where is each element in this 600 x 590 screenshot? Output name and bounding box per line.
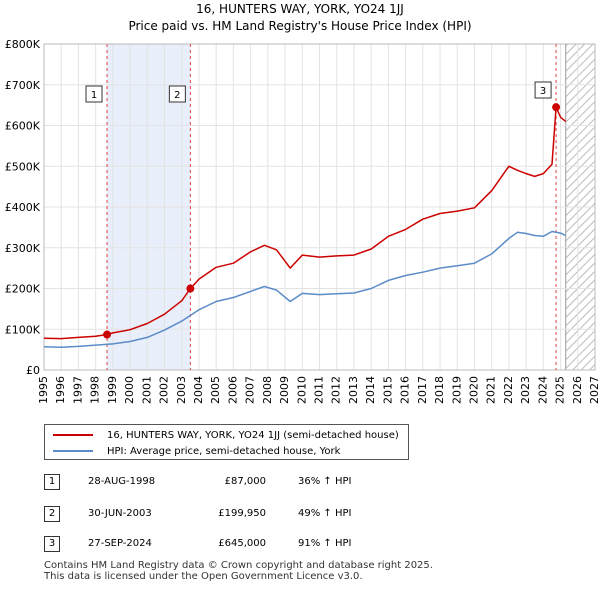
y-tick-label: £100K [5,323,41,336]
sale-point [103,330,112,339]
sale-date: 30-JUN-2003 [88,508,152,519]
sale-date: 27-SEP-2024 [88,538,152,549]
sale-hpi-change: 36% ↑ HPI [298,476,352,487]
property-line-swatch [53,434,93,436]
x-tick-label: 2017 [416,376,429,404]
legend-property-label: 16, HUNTERS WAY, YORK, YO24 1JJ (semi-de… [107,430,399,441]
legend: 16, HUNTERS WAY, YORK, YO24 1JJ (semi-de… [44,424,409,460]
x-tick-label: 2001 [140,376,153,404]
sale-price: £199,950 [218,508,266,519]
sale-price: £87,000 [224,476,266,487]
x-tick-label: 2006 [226,376,239,404]
x-tick-label: 1995 [37,376,50,404]
x-tick-label: 2023 [519,376,532,404]
sale-label-number: 3 [540,86,546,97]
sale-label-box [85,85,103,103]
x-tick-label: 2008 [261,376,274,404]
attribution-line-1: Contains HM Land Registry data © Crown c… [44,560,433,571]
x-tick-label: 2018 [433,376,446,404]
x-tick-label: 2012 [330,376,343,404]
legend-item-property: 16, HUNTERS WAY, YORK, YO24 1JJ (semi-de… [53,429,399,443]
x-tick-label: 2004 [192,376,205,404]
sale-price: £645,000 [218,538,266,549]
x-tick-label: 2027 [588,376,600,404]
x-tick-label: 2015 [381,376,394,404]
x-tick-label: 1999 [106,376,119,404]
sale-point [552,103,561,112]
y-tick-label: £300K [5,242,41,255]
sale-date: 28-AUG-1998 [88,476,156,487]
sale-hpi-change: 49% ↑ HPI [298,508,352,519]
x-tick-label: 2026 [571,376,584,404]
sale-row: 2 30-JUN-2003 £199,950 49% ↑ HPI [44,506,444,524]
attribution-line-2: This data is licensed under the Open Gov… [44,571,363,582]
sale-marker-badge: 2 [44,506,60,522]
sale-label-number: 2 [174,90,180,101]
chart-subtitle: Price paid vs. HM Land Registry's House … [128,19,472,33]
sale-marker-badge: 1 [44,474,60,490]
sale-marker-badge: 3 [44,536,60,552]
x-tick-label: 2000 [123,376,136,404]
legend-hpi-label: HPI: Average price, semi-detached house,… [107,446,341,457]
y-tick-label: £200K [5,283,41,296]
y-tick-label: £500K [5,160,41,173]
y-tick-label: £800K [5,38,41,51]
property-series-line [43,106,567,340]
chart-title: 16, HUNTERS WAY, YORK, YO24 1JJ [196,2,404,16]
x-tick-label: 2022 [502,376,515,404]
x-tick-label: 1997 [71,376,84,404]
y-tick-label: £400K [5,201,41,214]
sale-row: 1 28-AUG-1998 £87,000 36% ↑ HPI [44,474,444,492]
sale-label-box [168,85,186,103]
price-chart: £0 £100K £200K £300K £400K £500K £600K £700K £80… [5,38,600,404]
attribution: Contains HM Land Registry data © Crown c… [44,560,433,582]
sale-hpi-change: 91% ↑ HPI [298,538,352,549]
plot-frame [43,43,596,371]
y-tick-label: £600K [5,120,41,133]
hpi-line-swatch [53,450,93,452]
x-tick-label: 2016 [399,376,412,404]
x-tick-label: 2010 [295,376,308,404]
x-tick-label: 2020 [467,376,480,404]
x-tick-label: 2025 [554,376,567,404]
x-tick-label: 2013 [347,376,360,404]
sale-row: 3 27-SEP-2024 £645,000 91% ↑ HPI [44,536,444,554]
y-tick-label: £0 [26,364,40,377]
x-tick-label: 2019 [450,376,463,404]
x-tick-label: 2002 [158,376,171,404]
hpi-series-line [43,230,567,348]
x-tick-label: 2021 [485,376,498,404]
x-tick-label: 1998 [89,376,102,404]
sale-point [186,284,195,293]
sale-label-box [534,81,552,99]
sale-label-number: 1 [91,90,97,101]
x-tick-label: 2005 [209,376,222,404]
x-tick-label: 2014 [364,376,377,404]
x-tick-label: 2009 [278,376,291,404]
legend-item-hpi: HPI: Average price, semi-detached house,… [53,445,340,459]
y-tick-label: £700K [5,79,41,92]
x-tick-label: 2007 [244,376,257,404]
x-tick-label: 1996 [54,376,67,404]
x-tick-label: 2011 [313,376,326,404]
x-tick-label: 2003 [175,376,188,404]
x-tick-label: 2024 [536,376,549,404]
